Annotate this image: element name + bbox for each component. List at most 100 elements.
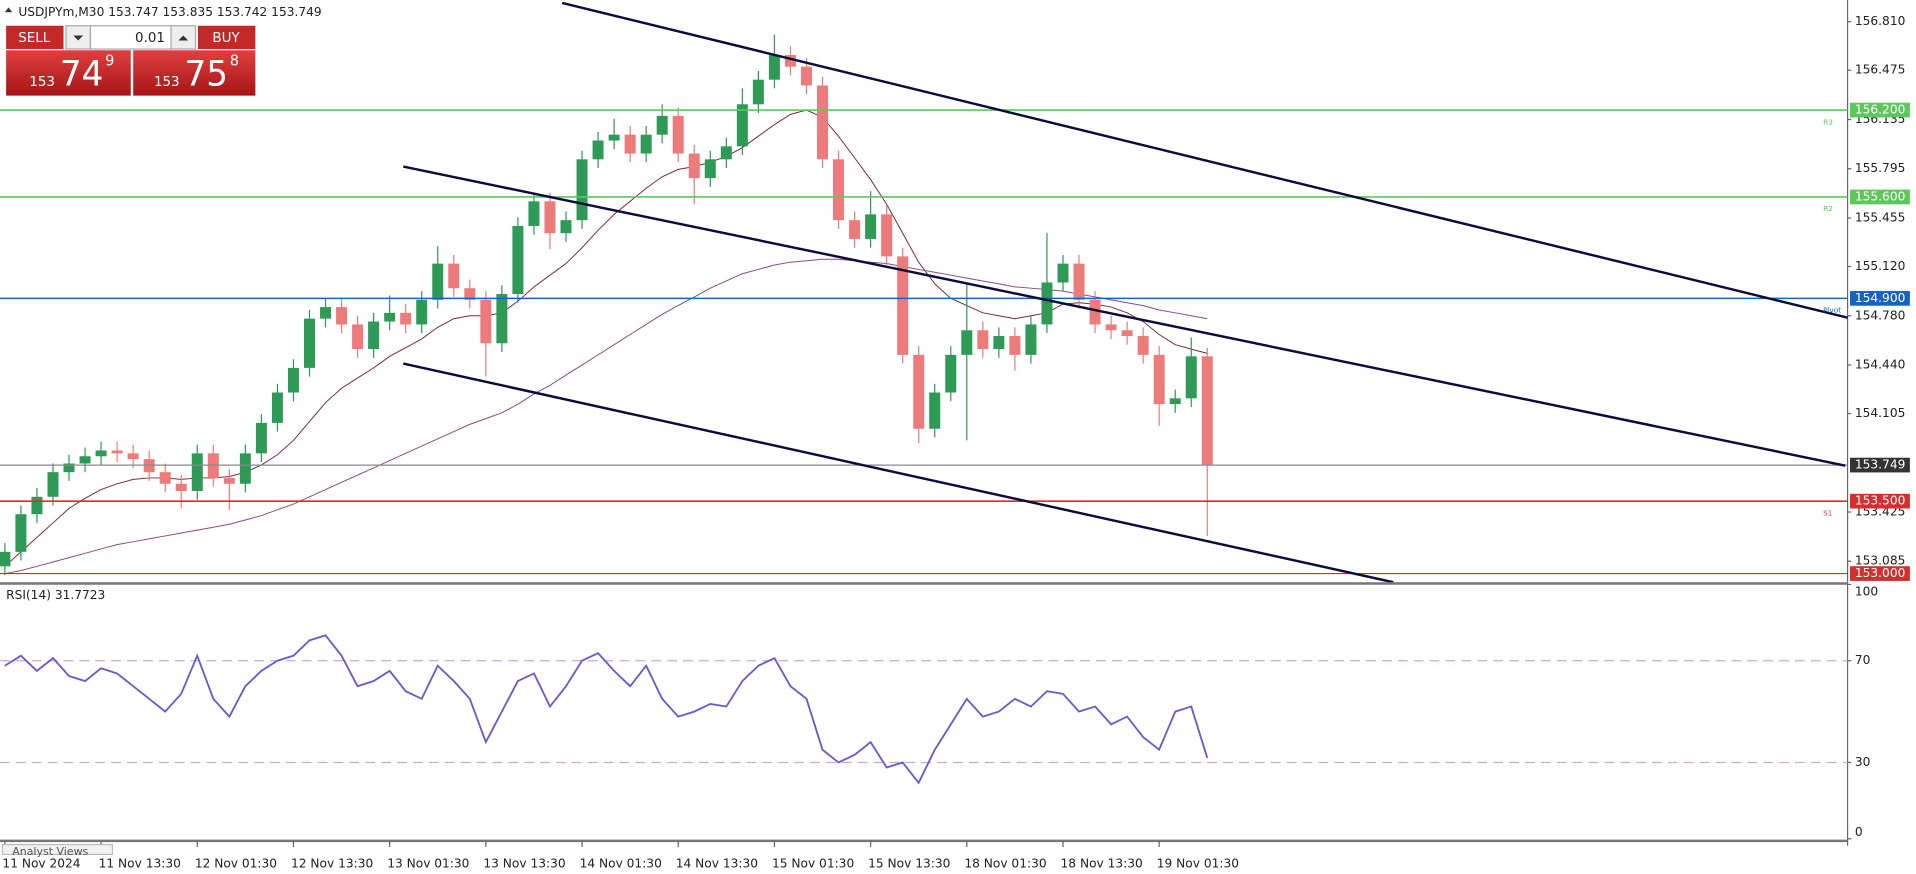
candle-body <box>0 551 11 567</box>
candle-body <box>191 453 203 492</box>
candle-body <box>544 201 556 234</box>
bid-prefix: 153 <box>29 75 55 90</box>
axes: 156.810156.475156.135155.795155.455155.1… <box>2 14 1910 871</box>
sell-button[interactable] <box>6 25 64 50</box>
candle-body <box>720 146 732 160</box>
x-tick-label: 18 Nov 13:30 <box>1061 857 1143 871</box>
rsi-tick-label: 70 <box>1855 653 1871 667</box>
down-arrow <box>73 35 84 41</box>
x-tick-label: 11 Nov 13:30 <box>99 857 181 871</box>
candle-body <box>175 483 187 492</box>
candle-body <box>865 214 877 239</box>
candle-body <box>512 225 524 295</box>
sell-label: SELL <box>18 31 50 46</box>
rsi-title: RSI(14) 31.7723 <box>6 588 105 602</box>
x-tick-label: 13 Nov 01:30 <box>387 857 469 871</box>
candle-body <box>1185 356 1197 399</box>
candle-body <box>416 299 428 325</box>
level-label: 155.600 <box>1855 189 1905 203</box>
ask-box[interactable] <box>133 50 256 96</box>
candle-body <box>929 392 941 429</box>
footer-tab-label: Analyst Views <box>12 845 88 858</box>
buy-button[interactable] <box>197 25 256 50</box>
rsi-tick-label: 100 <box>1855 585 1878 599</box>
candle-body <box>111 450 123 454</box>
candle-body <box>961 330 973 355</box>
y-tick-label: 155.120 <box>1855 259 1905 273</box>
level-label-box <box>1850 457 1910 473</box>
candle-body <box>1121 330 1133 337</box>
trade-panel: SELL 0.01 BUY 153 74 9 153 75 8 <box>6 25 256 96</box>
rsi-tick-label: 0 <box>1855 825 1863 839</box>
candle-body <box>800 66 812 86</box>
candle-body <box>640 134 652 154</box>
moving-average <box>4 109 1208 567</box>
ask-pips: 75 <box>185 54 229 94</box>
level-name: S1 <box>1823 508 1832 517</box>
x-tick-label: 15 Nov 13:30 <box>868 857 950 871</box>
candle-body <box>913 354 925 429</box>
up-arrow <box>178 35 189 41</box>
candle-body <box>784 55 796 67</box>
candle-body <box>1105 324 1117 331</box>
candle-body <box>368 321 380 350</box>
candle-body <box>159 472 171 484</box>
bid-pips: 74 <box>60 54 104 94</box>
candle-body <box>352 324 364 350</box>
x-tick-label: 15 Nov 01:30 <box>772 857 854 871</box>
candle-body <box>271 392 283 423</box>
bid-box[interactable] <box>6 50 131 96</box>
level-label: 154.900 <box>1855 291 1905 305</box>
x-tick-label: 12 Nov 01:30 <box>195 857 277 871</box>
candle-body <box>31 496 43 515</box>
candle-body <box>496 294 508 344</box>
candle-body <box>1025 324 1037 355</box>
x-tick-label: 11 Nov 2024 <box>2 857 80 871</box>
candle-body <box>817 85 829 160</box>
candle-body <box>79 456 91 464</box>
candle-body <box>15 514 27 552</box>
candle-body <box>384 312 396 322</box>
candle-body <box>1089 299 1101 325</box>
x-tick-label: 12 Nov 13:30 <box>291 857 373 871</box>
level-label-box <box>1850 189 1910 205</box>
y-tick-label: 154.440 <box>1855 357 1905 371</box>
level-name: Pivot <box>1823 306 1841 315</box>
level-label-box <box>1850 291 1910 306</box>
level-name: R3 <box>1823 117 1833 126</box>
candle-body <box>223 477 235 484</box>
candle-body <box>239 453 251 484</box>
lot-value: 0.01 <box>135 31 165 46</box>
level-label-box <box>1850 566 1910 581</box>
level-label-box <box>1850 102 1910 118</box>
candle-body <box>833 159 845 221</box>
candle-body <box>480 299 492 344</box>
candle-body <box>1153 354 1165 405</box>
rsi-tick-label: 30 <box>1855 755 1871 769</box>
trendline <box>403 362 1394 583</box>
y-tick-label: 154.780 <box>1855 308 1905 322</box>
candle-body <box>752 79 764 105</box>
candle-body <box>688 153 700 179</box>
level-name: R2 <box>1823 204 1833 213</box>
x-tick-label: 18 Nov 01:30 <box>964 857 1046 871</box>
candle-body <box>736 104 748 147</box>
candle-body <box>560 220 572 234</box>
candle-body <box>320 307 332 319</box>
x-tick-label: 19 Nov 01:30 <box>1157 857 1239 871</box>
candle-body <box>1057 263 1069 283</box>
level-label: 156.200 <box>1855 103 1905 117</box>
y-tick-label: 155.455 <box>1855 210 1905 224</box>
candle-body <box>432 263 444 300</box>
candle-body <box>576 159 588 221</box>
footer-tab[interactable] <box>1 843 114 855</box>
level-label: 153.000 <box>1855 566 1905 580</box>
title-icon <box>4 7 13 13</box>
y-tick-label: 156.810 <box>1855 14 1905 28</box>
candle-body <box>608 134 620 141</box>
price-panel <box>0 1 1848 583</box>
candle-body <box>95 450 107 457</box>
candle-body <box>63 463 75 473</box>
